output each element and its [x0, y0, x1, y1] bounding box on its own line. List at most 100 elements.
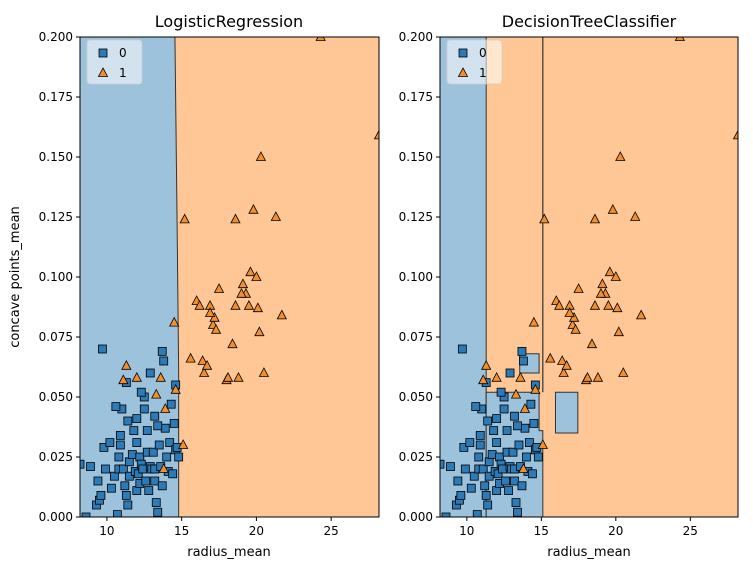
y-tick-label: 0.025: [399, 450, 433, 464]
data-point-class-1: [539, 213, 550, 224]
y-axis-label: concave points_mean: [8, 206, 23, 348]
x-tick-label: 10: [99, 524, 114, 538]
data-point-class-0: [510, 476, 519, 486]
data-point-class-0: [469, 471, 479, 481]
data-point-class-1: [255, 151, 267, 161]
data-point-class-1: [169, 316, 180, 327]
data-point-class-1: [236, 287, 247, 298]
data-point-class-0: [456, 490, 466, 500]
data-point-class-0: [169, 418, 179, 428]
data-point-class-0: [121, 490, 131, 500]
legend-label: 1: [479, 66, 487, 80]
data-point-class-0: [517, 481, 527, 491]
x-tick-label: 10: [459, 524, 474, 538]
y-tick-label: 0.200: [399, 30, 433, 44]
data-point-class-0: [106, 483, 116, 493]
y-tick-label: 0.175: [39, 90, 73, 104]
data-point-class-0: [492, 414, 502, 424]
y-tick-label: 0.125: [39, 210, 73, 224]
legend: 01: [86, 39, 143, 85]
data-point-class-0: [132, 438, 142, 448]
data-point-class-0: [496, 387, 506, 397]
legend-box: [86, 39, 143, 85]
data-point-class-0: [522, 452, 531, 462]
data-point-class-1: [237, 278, 249, 289]
data-point-class-0: [150, 411, 160, 421]
data-point-class-1: [185, 352, 196, 363]
data-point-class-0: [157, 346, 167, 356]
data-point-class-0: [466, 483, 476, 493]
data-point-class-0: [453, 476, 463, 486]
data-point-class-0: [111, 402, 121, 412]
data-point-class-1: [603, 299, 614, 310]
y-tick-label: 0.125: [399, 210, 433, 224]
data-point-class-1: [151, 388, 162, 399]
data-point-class-1: [118, 374, 129, 385]
data-point-class-1: [373, 129, 379, 140]
data-point-class-1: [635, 309, 647, 320]
data-point-class-1: [558, 367, 569, 377]
data-point-class-0: [132, 486, 142, 496]
data-point-class-0: [142, 426, 152, 436]
y-tick-label: 0.100: [39, 270, 73, 284]
data-point-class-0: [513, 507, 522, 517]
y-tick-label: 0.000: [399, 510, 433, 524]
data-point-class-1: [610, 271, 621, 281]
data-point-class-1: [491, 371, 502, 382]
plot-area: [440, 37, 738, 517]
data-point-class-0: [153, 507, 163, 517]
data-point-class-0: [492, 438, 502, 448]
data-point-class-1: [179, 213, 190, 224]
y-tick-label: 0.075: [39, 330, 73, 344]
data-point-class-1: [582, 371, 593, 382]
data-point-class-0: [129, 426, 139, 436]
data-point-class-1: [194, 299, 205, 310]
data-point-class-0: [115, 430, 125, 440]
data-point-class-0: [105, 438, 115, 448]
decision-region-class-0: [440, 37, 487, 517]
data-point-class-1: [160, 403, 171, 413]
data-point-class-0: [86, 462, 95, 472]
data-point-class-0: [139, 404, 149, 414]
data-point-class-0: [136, 387, 146, 397]
data-point-class-1: [732, 129, 738, 140]
decision-region-class-0: [554, 391, 579, 434]
data-point-class-1: [131, 371, 142, 382]
decision-region-class-0: [80, 37, 180, 517]
data-point-class-0: [483, 500, 493, 510]
data-point-class-0: [498, 464, 507, 474]
data-point-class-0: [109, 471, 119, 481]
x-axis-label: radius_mean: [187, 545, 271, 560]
data-point-class-0: [519, 356, 528, 366]
data-point-class-0: [80, 459, 85, 469]
data-point-class-0: [99, 442, 109, 452]
data-point-class-0: [165, 438, 175, 448]
chart-title: DecisionTreeClassifier: [502, 12, 677, 31]
data-point-class-0: [159, 356, 169, 366]
x-tick-label: 20: [249, 524, 264, 538]
data-point-class-1: [589, 213, 601, 224]
x-tick-label: 25: [683, 524, 698, 538]
data-point-class-0: [157, 481, 167, 491]
data-point-class-1: [210, 323, 222, 334]
data-point-class-1: [209, 311, 220, 322]
data-point-class-0: [520, 423, 530, 433]
data-point-class-0: [123, 500, 133, 510]
data-point-class-1: [528, 316, 540, 327]
data-point-class-1: [518, 463, 529, 473]
data-point-class-0: [487, 450, 497, 460]
legend-box: [446, 39, 503, 85]
data-point-class-0: [501, 476, 510, 486]
data-point-class-0: [489, 426, 499, 436]
data-point-class-0: [510, 411, 519, 421]
data-point-class-0: [517, 346, 527, 356]
data-point-class-0: [118, 464, 128, 474]
data-point-class-0: [472, 510, 482, 517]
data-point-class-0: [98, 344, 107, 354]
data-point-class-0: [124, 471, 134, 481]
y-tick-label: 0.050: [39, 390, 73, 404]
y-tick-label: 0.150: [399, 150, 433, 164]
data-point-class-1: [230, 299, 241, 310]
data-point-class-1: [158, 463, 169, 473]
data-point-class-1: [254, 326, 265, 337]
